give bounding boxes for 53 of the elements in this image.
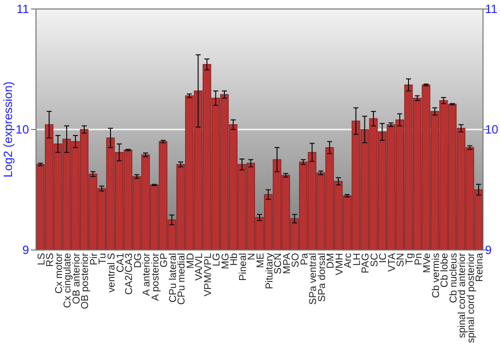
x-tick-label: CPu medial xyxy=(176,253,188,305)
x-tick-label: Pineal xyxy=(238,253,249,281)
x-tick-label: Retina xyxy=(474,252,486,282)
x-tick-label: Tg xyxy=(404,253,416,265)
x-tick-label: VPM/VPL xyxy=(202,252,214,296)
x-tick-label: DM xyxy=(326,253,337,269)
x-tick-label: LH xyxy=(352,253,363,266)
x-tick-label: N xyxy=(246,253,258,260)
y-tick-label: 9 xyxy=(22,243,30,258)
x-tick-label: CA1 xyxy=(115,252,126,272)
y2-tick-label: 9 xyxy=(485,243,492,258)
x-tick-label: SC xyxy=(369,253,380,267)
x-tick-label: PAG xyxy=(360,252,372,274)
x-tick-label: Pir xyxy=(88,252,100,266)
x-tick-label: GP xyxy=(159,252,170,268)
x-tick-label: Arc xyxy=(343,253,354,268)
x-tick-label: VTA xyxy=(386,252,398,272)
x-tick-label: LG xyxy=(212,252,223,266)
y-tick-label: 11 xyxy=(16,2,30,16)
x-tick-label: ME xyxy=(256,252,266,268)
x-tick-label: Cx cingulate xyxy=(62,252,74,308)
x-tick-label: RS xyxy=(45,252,56,267)
x-tick-label: SCN xyxy=(273,253,284,274)
x-tick-label: OB anterior xyxy=(71,252,82,304)
x-tick-label: MPA xyxy=(282,252,293,274)
x-tick-label: IC xyxy=(378,253,390,263)
x-tick-label: ventral S xyxy=(106,252,118,292)
x-tick-label: Pa xyxy=(299,252,310,266)
x-tick-label: Hb xyxy=(229,252,240,266)
x-tick-label: spinal cord posterior xyxy=(466,252,477,344)
x-tick-label: SN xyxy=(396,253,407,267)
x-tick-label: MVe xyxy=(422,252,434,274)
x-tick-label: Pn xyxy=(413,253,424,266)
y-tick-label: 10 xyxy=(16,122,30,137)
y2-tick-label: 10 xyxy=(485,122,499,137)
x-tick-label: LS xyxy=(36,252,48,266)
x-tick-label: CA2/CA3 xyxy=(124,252,136,295)
x-tick-label: Cb lobe xyxy=(440,252,451,288)
x-tick-label: spinal cord anterior xyxy=(457,252,468,338)
y-axis-title: Log2 (expression) xyxy=(1,81,15,178)
y2-tick-label: 11 xyxy=(485,2,498,16)
x-tick-label: A posterior xyxy=(150,252,162,301)
x-tick-label: MG xyxy=(220,252,232,270)
x-tick-label: OB posterior xyxy=(80,252,92,310)
x-tick-label: Cx motor xyxy=(54,252,65,294)
x-tick-label: DG xyxy=(132,252,144,268)
x-tick-label: VMH xyxy=(334,253,346,276)
x-tick-label: A anterior xyxy=(142,252,153,296)
x-tick-label: Pituitary xyxy=(264,253,276,290)
x-tick-label: SO xyxy=(290,252,302,268)
x-tick-label: SPa dorsal xyxy=(316,253,328,302)
x-tick-label: Cb nucleus xyxy=(448,253,460,304)
x-tick-label: Tu xyxy=(98,253,109,264)
